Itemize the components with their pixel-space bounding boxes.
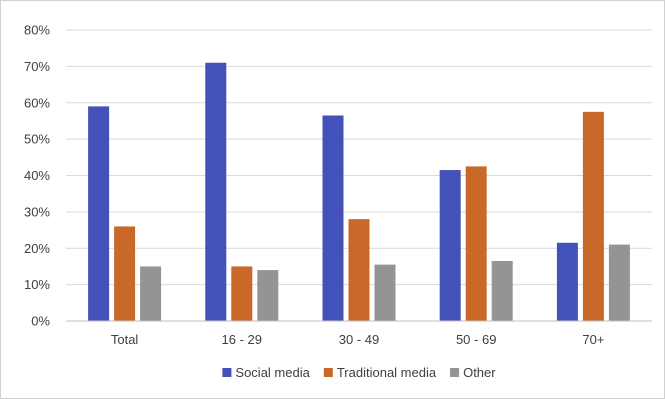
bar-social-media [322, 115, 344, 321]
legend-item: Social media [222, 365, 311, 380]
bar-traditional-media [465, 166, 487, 321]
bar-social-media [556, 242, 578, 321]
x-category-label: 30 - 49 [339, 332, 379, 347]
x-category-label: Total [111, 332, 139, 347]
legend-item: Other [450, 365, 496, 380]
legend: Social media Traditional media Other [222, 365, 496, 380]
bar-other [140, 266, 162, 321]
legend-label: Social media [235, 365, 310, 380]
y-tick-label: 30% [24, 204, 50, 219]
legend-label: Other [463, 365, 496, 380]
y-tick-label: 0% [31, 314, 50, 329]
x-category-label: 16 - 29 [222, 332, 262, 347]
bar-other [257, 270, 279, 321]
y-tick-label: 60% [24, 95, 50, 110]
legend-item: Traditional media [323, 365, 437, 380]
legend-swatch [222, 368, 232, 377]
bar-other [374, 264, 396, 321]
bar-traditional-media [231, 266, 253, 321]
legend-label: Traditional media [337, 365, 437, 380]
bars [88, 62, 630, 322]
legend-swatch [450, 368, 460, 377]
bar-social-media [439, 170, 461, 321]
bar-traditional-media [348, 219, 370, 321]
y-tick-label: 20% [24, 241, 50, 256]
bar-other [491, 260, 513, 321]
x-category-label: 50 - 69 [456, 332, 496, 347]
x-category-label: 70+ [582, 332, 604, 347]
y-tick-label: 40% [24, 168, 50, 183]
y-axis-ticks: 0% 10% 20% 30% 40% 50% 60% 70% 80% [24, 23, 50, 329]
bar-traditional-media [582, 111, 604, 321]
y-tick-label: 50% [24, 132, 50, 147]
gridlines [66, 29, 652, 286]
bar-other [608, 244, 630, 321]
bar-traditional-media [114, 226, 136, 321]
legend-swatch [323, 368, 333, 377]
bar-social-media [205, 62, 227, 322]
x-axis-categories: Total 16 - 29 30 - 49 50 - 69 70+ [111, 332, 605, 347]
y-tick-label: 70% [24, 59, 50, 74]
y-tick-label: 80% [24, 23, 50, 38]
y-tick-label: 10% [24, 277, 50, 292]
bar-social-media [88, 106, 110, 321]
